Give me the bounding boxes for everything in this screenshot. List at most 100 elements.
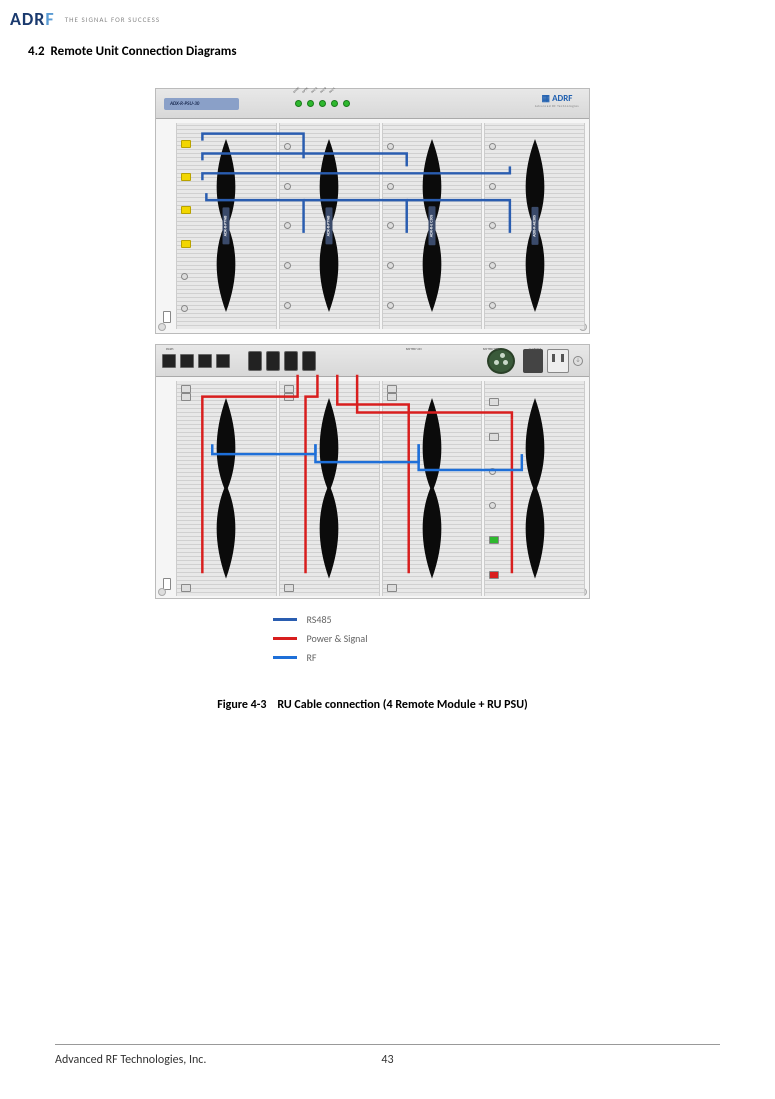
ground-icon: ⏚	[573, 356, 583, 366]
rf-port-icon	[489, 143, 496, 150]
ant-port-icon	[181, 584, 191, 592]
ac-select-label: AC SELECT	[528, 347, 541, 351]
module-ports	[181, 127, 199, 325]
chassis-rear: RS485 BATTERY 24V BATTERY BKP AC SELECT …	[155, 344, 590, 599]
battery-bkp-label: BATTERY BKP	[483, 347, 499, 351]
legend: RS485 Power & Signal RF	[273, 613, 473, 664]
rf-port-icon	[489, 502, 496, 509]
legend-item-power: Power & Signal	[273, 632, 473, 645]
fin-blade-icon	[414, 398, 450, 579]
dc-port-icon	[248, 351, 262, 371]
ac-select-switch-icon	[523, 349, 543, 373]
power-switch-icon	[163, 311, 171, 323]
footer-company: Advanced RF Technologies, Inc.	[55, 1053, 206, 1067]
brand-logo: ADRF THE SIGNAL FOR SUCCESS	[10, 8, 160, 30]
module-model-label: ADX-R-P7NB	[326, 208, 333, 245]
rf-port-icon	[489, 302, 496, 309]
module-model-label: ADX-R-AE30S	[531, 207, 538, 245]
brand-badge-name: ADRF	[552, 93, 572, 104]
remote-modulepthread2: ADX-R-P7NB	[279, 123, 380, 329]
figure-caption: Figure 4-3 RU Cable connection (4 Remote…	[155, 698, 590, 712]
io-label: RS485	[166, 347, 174, 351]
rf-port-icon	[387, 143, 394, 150]
psu-led-row: RS485 OPTIC PSU A PSU B PSU C	[295, 100, 350, 107]
legend-label: RF	[307, 651, 317, 664]
logo-letter-d: D	[22, 8, 34, 30]
rf-port-icon	[284, 183, 291, 190]
rf-port-icon	[284, 302, 291, 309]
figure-caption-text: RU Cable connection (4 Remote Module + R…	[277, 698, 527, 712]
module-ports-rear	[181, 385, 199, 592]
rj-port-icon	[181, 206, 191, 214]
rf-port-icon	[387, 183, 394, 190]
dc-port-icon	[302, 351, 316, 371]
fin-blade-icon	[311, 398, 347, 579]
led-icon	[319, 100, 326, 107]
module-ports-rear	[387, 385, 405, 592]
legend-swatch	[273, 656, 297, 659]
brand-badge-text: ▦ ADRF	[535, 93, 579, 104]
screw-icon	[158, 588, 166, 596]
rf-port-icon	[198, 354, 212, 368]
rf-port-icon	[489, 262, 496, 269]
section-title-text: Remote Unit Connection Diagrams	[51, 44, 237, 59]
battery-label: BATTERY 24V	[406, 347, 422, 351]
psu-panel: ADX-R-PSU-30 RS485 OPTIC PSU A PSU B PSU…	[156, 89, 589, 119]
ant-port-icon	[284, 584, 294, 592]
rf-port-icon	[284, 222, 291, 229]
io-panel: RS485 BATTERY 24V BATTERY BKP AC SELECT …	[156, 345, 589, 377]
rj-port-icon	[181, 240, 191, 248]
ac-inlet-icon	[547, 349, 569, 373]
screw-icon	[158, 323, 166, 331]
rf-port-icon	[181, 273, 188, 280]
chassis-front: ADX-R-PSU-30 RS485 OPTIC PSU A PSU B PSU…	[155, 88, 590, 334]
rf-port-icon	[489, 222, 496, 229]
legend-swatch	[273, 637, 297, 640]
rj-port-icon	[181, 140, 191, 148]
fin-blade-icon	[209, 398, 245, 579]
logo-letter-a: A	[10, 8, 22, 30]
dc-in-port-icon	[181, 385, 191, 393]
dc-in-port-icon	[489, 433, 499, 441]
led-icon	[343, 100, 350, 107]
rf-port-icon	[489, 183, 496, 190]
remote-module-rear-4	[484, 381, 585, 596]
legend-item-rs485: RS485	[273, 613, 473, 626]
logo-letter-r: R	[34, 8, 45, 30]
remote-module-rear-1	[176, 381, 277, 596]
rf-port-icon	[216, 354, 230, 368]
dc-in-port-icon	[387, 393, 397, 401]
module-row-rear	[156, 377, 589, 600]
rs485-port-icon	[162, 354, 176, 368]
rf-port-icon	[387, 222, 394, 229]
dc-port-icon	[284, 351, 298, 371]
dc-in-port-icon	[489, 398, 499, 406]
module-model-label: ADX-R-E C30S	[428, 207, 435, 246]
brand-badge-sub: Advanced RF Technologies	[535, 104, 579, 108]
module-ports-rear	[284, 385, 302, 592]
remote-module-rear-3	[382, 381, 483, 596]
rj-port-icon	[181, 173, 191, 181]
dc-in-port-icon	[284, 393, 294, 401]
figure-label: Figure 4-3	[217, 698, 266, 712]
remote-module-4: ADX-R-AE30S	[484, 123, 585, 329]
module-row-front: ADX-R-P7NB ADX-R-P7NB	[156, 119, 589, 333]
section-number: 4.2	[28, 44, 45, 59]
battery-connector-icon	[487, 348, 515, 374]
module-ports	[387, 127, 405, 325]
fin-blade-icon	[517, 398, 553, 579]
led-label: PSU A	[311, 86, 319, 94]
brand-logo-text: ADRF	[10, 8, 55, 30]
logo-letter-f: F	[45, 8, 54, 30]
rs485-port-icon	[180, 354, 194, 368]
module-ports-rear	[489, 385, 507, 592]
dc-in-port-icon	[284, 385, 294, 393]
dc-port-icon	[266, 351, 280, 371]
section-heading: 4.2 Remote Unit Connection Diagrams	[28, 44, 237, 59]
remote-module-rear-2	[279, 381, 380, 596]
module-model-label: ADX-R-P7NB	[223, 208, 230, 245]
rf-port-icon	[387, 262, 394, 269]
ant-port-icon	[489, 571, 499, 579]
dc-in-port-icon	[387, 385, 397, 393]
legend-label: Power & Signal	[307, 632, 368, 645]
